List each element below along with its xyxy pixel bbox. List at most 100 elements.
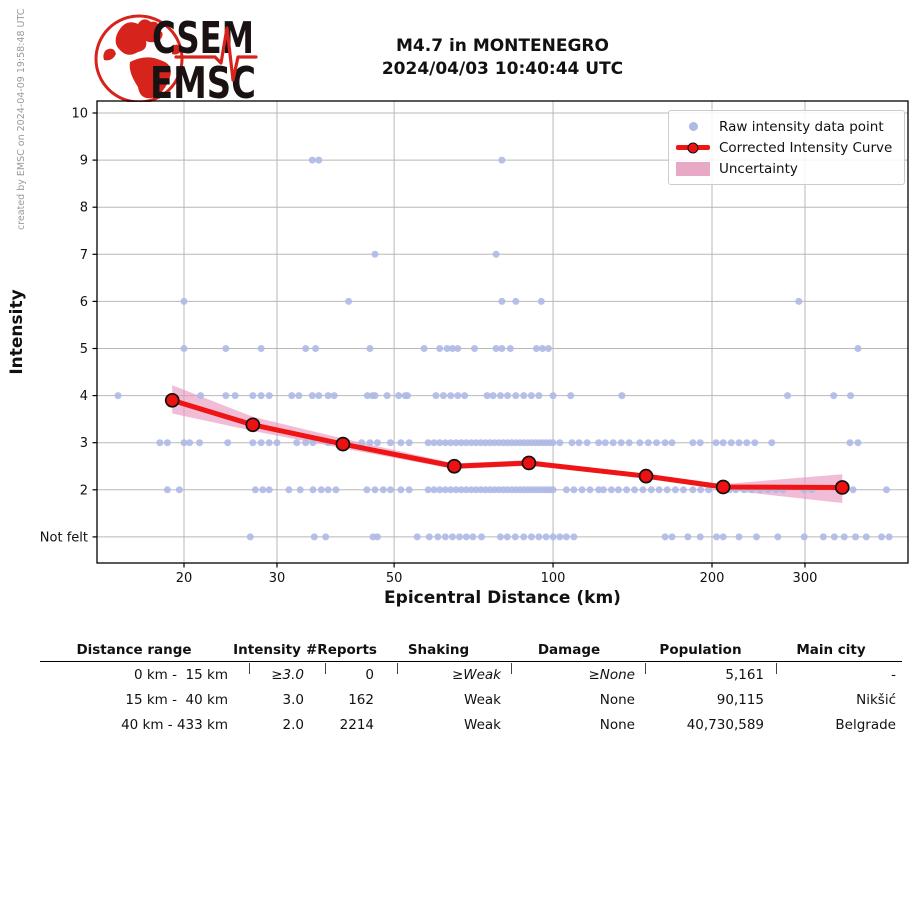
raw-data-point — [196, 439, 204, 447]
raw-data-point — [527, 533, 535, 541]
raw-data-point — [727, 439, 735, 447]
col-header-shaking: Shaking — [407, 641, 470, 658]
raw-data-point — [443, 345, 451, 352]
legend-label-curve: Corrected Intensity Curve — [719, 139, 893, 156]
raw-data-point — [302, 439, 310, 447]
raw-data-point — [397, 439, 405, 447]
title-line-2: 2024/04/03 10:40:44 UTC — [381, 59, 624, 79]
raw-data-point — [882, 486, 890, 494]
raw-data-point — [457, 486, 465, 494]
raw-data-point — [462, 439, 470, 447]
raw-data-point — [830, 392, 838, 400]
raw-data-point — [186, 439, 194, 447]
raw-data-point — [259, 486, 267, 494]
cell-shaking: Weak — [464, 691, 501, 708]
raw-data-point — [595, 439, 603, 447]
title-line-1: M4.7 in MONTENEGRO — [396, 36, 609, 56]
raw-data-point — [432, 392, 440, 400]
raw-data-point — [114, 392, 122, 400]
raw-data-point — [578, 486, 586, 494]
raw-data-point — [456, 533, 464, 541]
raw-data-point — [358, 439, 366, 447]
raw-data-point — [373, 533, 381, 541]
raw-data-point — [309, 486, 317, 494]
raw-data-point — [424, 486, 432, 494]
cell-intensity: ≥3.0 — [271, 666, 304, 683]
curve-marker — [245, 417, 261, 433]
table-row: 0 km - 15 km ≥3.0 0 ≥Weak ≥None 5,161 - — [40, 662, 902, 687]
raw-data-point — [840, 533, 848, 541]
raw-data-point — [639, 486, 647, 494]
raw-data-point — [363, 486, 371, 494]
raw-data-point — [511, 533, 519, 541]
legend-item-raw: Raw intensity data point — [675, 116, 896, 137]
raw-data-point — [712, 439, 720, 447]
raw-data-point — [661, 439, 669, 447]
raw-data-point — [420, 345, 428, 352]
plot-border — [96, 100, 909, 564]
raw-data-point — [257, 439, 265, 447]
cell-population: 90,115 — [716, 691, 764, 708]
raw-data-point — [249, 392, 257, 400]
raw-data-point — [397, 486, 405, 494]
raw-data-point — [862, 533, 870, 541]
raw-data-point — [489, 392, 497, 400]
raw-data-point — [231, 392, 239, 400]
raw-data-point — [156, 439, 164, 447]
raw-data-point — [430, 486, 438, 494]
raw-data-point — [661, 533, 669, 541]
raw-data-point — [696, 439, 704, 447]
column-divider — [776, 663, 777, 674]
y-tick-label: 10 — [71, 107, 88, 122]
raw-data-point — [854, 439, 862, 447]
raw-data-point — [607, 486, 615, 494]
column-divider — [511, 663, 512, 674]
raw-data-point — [265, 439, 273, 447]
raw-data-point — [175, 486, 183, 494]
legend-label-uncertainty: Uncertainty — [719, 160, 798, 177]
raw-data-point — [696, 533, 704, 541]
raw-data-point — [296, 486, 304, 494]
raw-data-point — [520, 533, 528, 541]
cell-main-city: - — [891, 666, 896, 683]
raw-data-point — [308, 156, 316, 164]
raw-data-point — [819, 533, 827, 541]
y-tick-label: 6 — [80, 295, 88, 310]
raw-data-point — [288, 392, 296, 400]
raw-data-point — [527, 392, 535, 400]
raw-data-point — [379, 486, 387, 494]
raw-data-point — [885, 533, 893, 541]
raw-data-point — [373, 439, 381, 447]
raw-data-point — [567, 392, 575, 400]
raw-data-point — [363, 392, 371, 400]
raw-data-point — [498, 345, 506, 352]
y-tick-label: 2 — [80, 483, 88, 498]
raw-data-point — [719, 439, 727, 447]
raw-data-point — [655, 486, 663, 494]
raw-data-point — [847, 392, 855, 400]
raw-data-point — [768, 439, 776, 447]
raw-data-point — [713, 533, 721, 541]
raw-data-point — [684, 533, 692, 541]
cell-reports: 2214 — [339, 716, 374, 733]
raw-data-point — [454, 345, 462, 352]
raw-data-point — [735, 533, 743, 541]
raw-data-point — [549, 533, 557, 541]
legend-item-curve: Corrected Intensity Curve — [675, 137, 896, 158]
raw-data-point — [449, 533, 457, 541]
emsc-globe-icon — [94, 14, 184, 102]
raw-data-point — [689, 439, 697, 447]
raw-data-point — [583, 439, 591, 447]
curve-marker — [521, 455, 537, 471]
raw-data-point — [324, 486, 332, 494]
raw-data-point — [668, 533, 676, 541]
cell-intensity: 2.0 — [282, 716, 304, 733]
raw-data-point — [496, 533, 504, 541]
raw-data-point — [462, 533, 470, 541]
raw-data-point — [625, 439, 633, 447]
x-tick-label: 50 — [386, 571, 403, 586]
raw-data-point — [386, 439, 394, 447]
raw-data-point — [383, 392, 391, 400]
raw-data-point — [570, 533, 578, 541]
